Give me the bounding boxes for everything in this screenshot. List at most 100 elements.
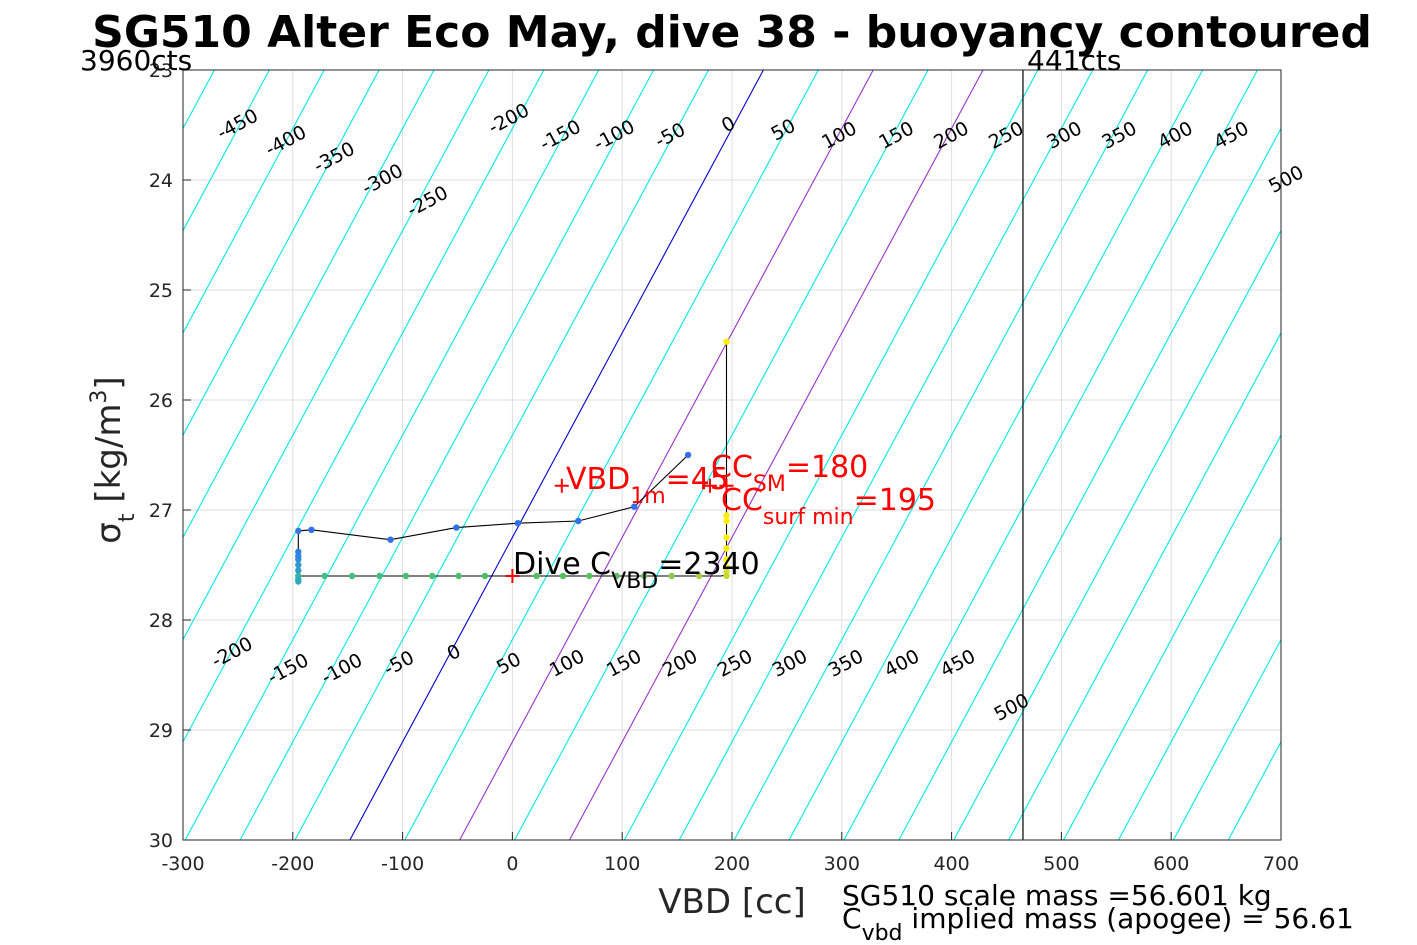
contour-line	[183, 70, 380, 437]
y-tick-label: 24	[149, 170, 173, 192]
dive-point	[453, 524, 460, 531]
dive-point	[533, 572, 540, 580]
x-tick-label: -300	[161, 853, 204, 875]
contour-line	[404, 70, 819, 840]
dive-point	[723, 564, 730, 571]
dive-point	[321, 572, 328, 580]
contour-line	[294, 70, 709, 840]
y-tick-label: 27	[149, 500, 173, 522]
dive-point	[723, 512, 730, 519]
contour-line	[898, 127, 1281, 840]
dive-point	[668, 572, 675, 580]
dive-point	[295, 561, 302, 569]
y-axis-label-close: ]	[89, 376, 129, 389]
dive-point	[295, 527, 302, 535]
y-axis-label-sub: t	[115, 513, 140, 522]
dive-point	[308, 526, 315, 533]
contour-line	[1063, 434, 1281, 840]
dive-point	[481, 572, 489, 580]
dive-point	[575, 517, 582, 525]
right-corner-label: 441cts	[1027, 44, 1121, 77]
red-plus-marker	[505, 569, 520, 583]
contour-line	[183, 70, 325, 335]
dive-point	[723, 534, 730, 541]
y-tick-label: 30	[149, 830, 173, 852]
dive-point	[586, 572, 593, 580]
dive-point	[723, 338, 730, 345]
y-axis-label-main: σ	[89, 522, 129, 544]
contour-line	[459, 70, 874, 840]
red-plus-marker	[719, 478, 734, 493]
red-markers	[505, 478, 734, 583]
y-tick-label: 26	[149, 390, 173, 412]
contour-line	[623, 70, 1039, 840]
contour-line	[678, 70, 1094, 840]
y-tick-label: 29	[149, 720, 173, 742]
contour-line	[183, 70, 490, 641]
scale-mass-note: SG510 scale mass =56.601 kg	[842, 879, 1272, 912]
contour-line	[183, 70, 270, 232]
left-corner-label: 3960cts	[80, 44, 192, 77]
contour-lines	[183, 70, 1281, 840]
y-axis-label-unit: [kg/m	[89, 404, 129, 514]
x-tick-label: -200	[271, 853, 314, 875]
contour-line	[1008, 331, 1281, 840]
dive-point	[455, 572, 462, 580]
y-tick-label: 23	[149, 60, 173, 82]
y-axis-label-sup: 3	[87, 390, 112, 404]
x-tick-label: 300	[824, 853, 860, 875]
dive-point	[684, 451, 692, 459]
contour-line	[183, 70, 545, 744]
dive-point	[695, 572, 703, 580]
dive-point	[295, 567, 302, 574]
dive-point	[723, 517, 730, 525]
cc-surf-min-annotation: CCsurf min=195	[721, 483, 936, 530]
x-tick-label: 400	[933, 853, 969, 875]
dive-point	[429, 572, 436, 580]
cc-sm-annotation: CCSM=180	[711, 450, 868, 497]
dive-point	[295, 578, 302, 585]
x-tick-label: 600	[1153, 853, 1189, 875]
dive-point	[514, 520, 522, 527]
red-plus-marker	[703, 478, 718, 493]
y-tick-labels: 23 24 25 26 27 28 29 30	[149, 60, 191, 852]
contour-line	[569, 70, 984, 840]
x-tick-label: 500	[1043, 853, 1079, 875]
vbd-1m-annotation: VBD1m=45	[566, 462, 729, 509]
dive-point	[376, 572, 383, 580]
chart-title: SG510 Alter Eco May, dive 38 - buoyancy …	[92, 7, 1372, 58]
contour-line	[183, 70, 435, 539]
contour-line	[349, 70, 764, 840]
y-tick-label: 25	[149, 280, 173, 302]
x-tick-label: -100	[381, 853, 424, 875]
dive-c-vbd-annotation: Dive CVBD=2340	[513, 547, 760, 594]
x-tick-label: 0	[506, 853, 518, 875]
contour-line	[1172, 638, 1281, 840]
x-axis-label: VBD [cc]	[658, 882, 806, 922]
contour-line	[514, 70, 929, 840]
dive-point	[387, 536, 394, 543]
dive-point	[723, 545, 730, 552]
dive-point	[631, 503, 638, 510]
contour-line	[788, 70, 1204, 840]
dive-point	[723, 572, 730, 580]
dive-point	[348, 572, 356, 580]
dive-point	[295, 553, 302, 560]
dive-points	[295, 338, 730, 585]
contour-line	[1118, 536, 1281, 840]
dive-point	[723, 556, 730, 563]
dive-point	[402, 572, 410, 580]
svg-text:σt [kg/m3]: σt [kg/m3]	[87, 376, 140, 543]
dive-point	[613, 572, 620, 580]
implied-mass-note: Cvbd implied mass (apogee) = 56.61	[842, 902, 1354, 945]
x-tick-labels: -300 -200 -100 0 100 200 300 400 500 600 700	[161, 832, 1299, 875]
grid	[183, 70, 1281, 840]
contour-line	[239, 70, 655, 840]
x-tick-label: 200	[714, 853, 750, 875]
x-tick-label: 700	[1263, 853, 1299, 875]
dive-point	[295, 548, 302, 555]
dive-point	[723, 568, 730, 575]
contour-line	[843, 70, 1258, 840]
contour-line	[184, 70, 600, 840]
